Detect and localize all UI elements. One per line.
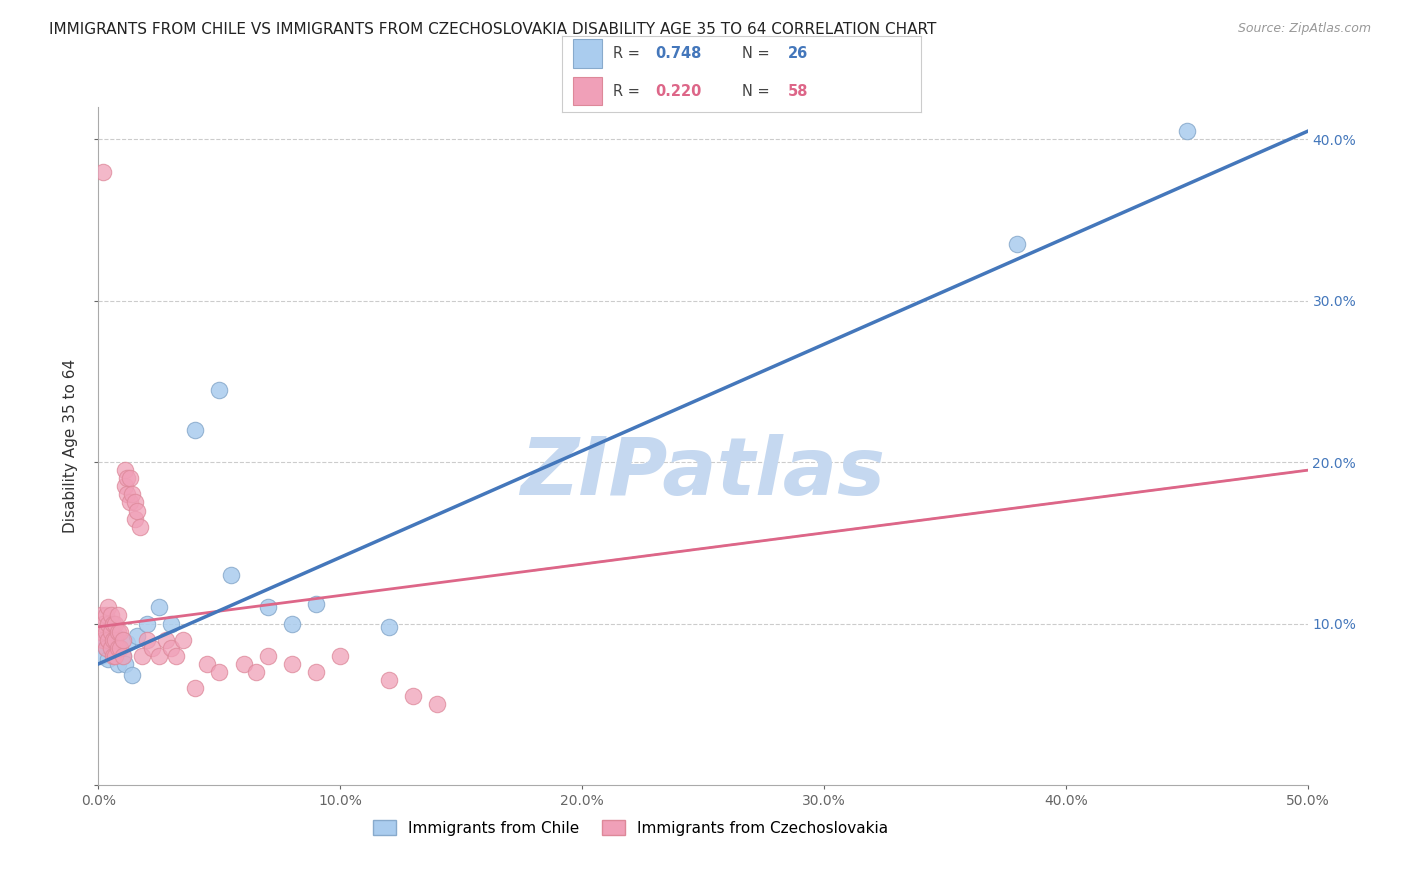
Point (426, 698, 449, 712)
Point (128, 519, 150, 533)
Point (104, 648, 127, 663)
Point (94, 640, 117, 655)
Point (91, 632, 114, 647)
Point (377, 673, 399, 687)
Point (377, 620, 399, 634)
Text: N =: N = (742, 84, 773, 98)
Point (124, 495, 146, 509)
Point (148, 600, 170, 615)
Point (184, 423, 207, 437)
Point (100, 608, 122, 623)
Point (90, 608, 112, 623)
Point (148, 648, 170, 663)
Point (155, 632, 177, 647)
Point (101, 646, 124, 660)
Legend: Immigrants from Chile, Immigrants from Czechoslovakia: Immigrants from Chile, Immigrants from C… (367, 814, 894, 842)
Point (107, 640, 129, 655)
Point (135, 616, 157, 631)
Point (104, 630, 127, 644)
Text: R =: R = (613, 46, 644, 62)
Point (118, 495, 141, 509)
Bar (574, 77, 602, 105)
Text: 26: 26 (789, 46, 808, 62)
Point (281, 616, 304, 631)
Point (114, 657, 136, 671)
Point (117, 471, 139, 485)
Point (160, 616, 183, 631)
Point (114, 463, 136, 477)
Point (108, 640, 131, 655)
Point (195, 657, 218, 671)
Point (305, 597, 328, 611)
Text: IMMIGRANTS FROM CHILE VS IMMIGRANTS FROM CZECHOSLOVAKIA DISABILITY AGE 35 TO 64 : IMMIGRANTS FROM CHILE VS IMMIGRANTS FROM… (49, 22, 936, 37)
Point (141, 640, 163, 655)
Point (91, 616, 114, 631)
Point (94, 624, 117, 639)
Point (101, 632, 124, 647)
Point (100, 624, 122, 639)
Point (117, 636, 139, 650)
Point (111, 632, 134, 647)
Point (131, 648, 153, 663)
Point (94, 640, 117, 655)
Point (127, 630, 149, 644)
Point (114, 479, 136, 493)
Point (124, 511, 146, 525)
Point (91, 164, 114, 178)
Point (281, 657, 304, 671)
Point (184, 681, 207, 695)
Text: R =: R = (613, 84, 644, 98)
Text: Source: ZipAtlas.com: Source: ZipAtlas.com (1237, 22, 1371, 36)
Text: 0.220: 0.220 (655, 84, 702, 98)
Point (208, 665, 231, 679)
Point (121, 487, 143, 501)
Bar (574, 39, 602, 69)
Text: N =: N = (742, 46, 773, 62)
Point (121, 668, 143, 682)
Point (97, 616, 120, 631)
Point (305, 665, 328, 679)
Point (100, 640, 122, 655)
Point (90, 648, 112, 663)
Point (91, 632, 114, 647)
Point (135, 632, 157, 647)
Point (104, 632, 127, 647)
Point (1007, 237, 1029, 252)
Point (107, 657, 129, 671)
Point (90, 624, 112, 639)
Point (111, 648, 134, 663)
Point (97, 600, 120, 615)
Text: 0.748: 0.748 (655, 46, 702, 62)
Point (117, 487, 139, 501)
Point (100, 636, 122, 650)
Text: 58: 58 (789, 84, 808, 98)
Point (127, 503, 149, 517)
Point (160, 640, 183, 655)
Point (101, 616, 124, 631)
Point (94, 608, 117, 623)
Point (118, 471, 141, 485)
Point (208, 383, 231, 397)
Point (256, 600, 278, 615)
Point (107, 608, 129, 623)
Text: ZIPatlas: ZIPatlas (520, 434, 886, 512)
Point (97, 652, 120, 666)
Point (245, 665, 267, 679)
Point (221, 568, 243, 582)
Point (329, 648, 352, 663)
Y-axis label: Disability Age 35 to 64: Disability Age 35 to 64 (63, 359, 79, 533)
Point (1175, 124, 1198, 138)
Point (108, 640, 131, 655)
Point (97, 632, 120, 647)
Point (107, 624, 129, 639)
Point (256, 648, 278, 663)
Point (165, 648, 187, 663)
Point (232, 657, 254, 671)
Point (101, 648, 124, 663)
Point (104, 616, 127, 631)
Point (108, 624, 131, 639)
Point (172, 632, 194, 647)
Point (111, 648, 134, 663)
Point (402, 689, 425, 703)
